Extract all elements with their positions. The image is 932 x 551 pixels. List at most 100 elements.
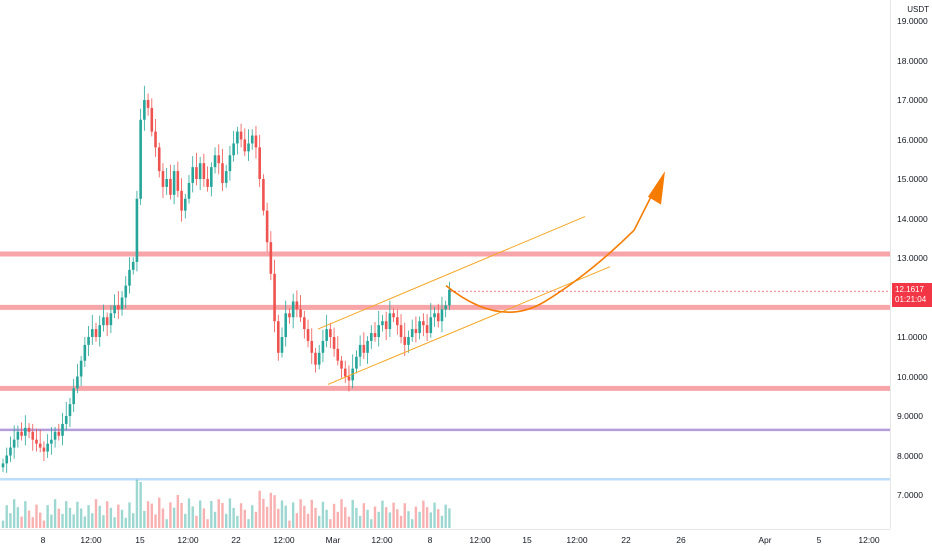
candle-body <box>299 309 302 318</box>
volume-bar <box>76 501 79 528</box>
time-tick: 12:00 <box>566 535 588 545</box>
candle-body <box>117 305 120 310</box>
volume-bar <box>444 504 447 528</box>
volume-bar <box>98 505 101 528</box>
time-tick: 8 <box>40 535 46 545</box>
candle-body <box>42 447 46 452</box>
candle-body <box>113 305 116 314</box>
volume-bar <box>358 515 362 528</box>
candle-body <box>50 439 53 444</box>
candle-body <box>172 171 176 195</box>
volume-bar <box>332 503 336 528</box>
volume-bar <box>280 500 284 528</box>
candle-body <box>176 171 180 191</box>
time-tick: 12:00 <box>273 535 295 545</box>
candle-body <box>46 443 49 452</box>
time-axis[interactable]: 8 12:00 15 12:00 22 12:00 Mar 12:00 8 12:00 15 12:0… <box>0 529 890 551</box>
candle-body <box>210 167 213 187</box>
candle-body <box>228 155 232 172</box>
price-tick: 18.0000 <box>897 55 928 66</box>
volume-bar <box>109 507 113 528</box>
volume-bar <box>221 503 224 528</box>
price-tick: 7.0000 <box>897 490 923 500</box>
volume-bar <box>72 514 75 528</box>
candle-body <box>232 143 235 156</box>
volume-bar <box>414 506 418 528</box>
candle-body <box>143 100 146 120</box>
volume-bar <box>57 508 60 528</box>
candle-body <box>392 313 395 318</box>
volume-bar <box>65 501 68 528</box>
volume-bar <box>247 519 250 528</box>
candle-body <box>422 321 425 326</box>
volume-bar <box>336 511 339 528</box>
volume-bar <box>239 503 243 528</box>
volume-bar <box>154 514 157 528</box>
candle-body <box>269 242 273 274</box>
volume-bar <box>310 499 313 528</box>
candle-body <box>425 325 429 334</box>
candle-body <box>448 289 451 306</box>
price-tick: 9.0000 <box>897 411 923 421</box>
volume-bar <box>139 482 142 528</box>
candle-body <box>284 313 288 337</box>
candle-body <box>329 329 332 337</box>
volume-bar <box>448 508 451 528</box>
candle-body <box>303 317 306 330</box>
volume-bar <box>288 520 291 528</box>
candle-body <box>206 179 209 187</box>
candle-body <box>183 198 187 211</box>
price-tick: 10.0000 <box>897 371 928 382</box>
volume-bar <box>5 505 8 528</box>
candle-body <box>273 273 276 322</box>
candle-body <box>161 171 165 187</box>
volume-bar <box>213 511 217 528</box>
volume-bar <box>407 511 410 528</box>
candle-body <box>79 360 83 377</box>
time-tick: 12:00 <box>858 535 880 545</box>
candle-body <box>217 155 221 164</box>
volume-bar <box>373 506 377 528</box>
candle-body <box>347 376 351 381</box>
candle-body <box>128 269 131 286</box>
volume-bar <box>347 516 351 528</box>
volume-bar <box>411 519 414 528</box>
volume-bar <box>228 498 232 528</box>
volume-bar <box>132 513 135 528</box>
volume-bar <box>299 499 302 528</box>
candle-body <box>83 344 87 361</box>
candle-body <box>377 325 381 337</box>
candle-body <box>165 179 168 187</box>
time-tick: 8 <box>427 535 433 545</box>
volume-bar <box>384 507 388 528</box>
volume-bar <box>79 508 83 528</box>
volume-bar <box>128 502 131 528</box>
candle-body <box>325 329 328 341</box>
volume-bar <box>68 507 72 528</box>
candle-body <box>150 107 154 132</box>
candle-body <box>169 179 172 195</box>
volume-bar <box>146 501 150 528</box>
candle-body <box>362 344 366 353</box>
candle-body <box>440 309 444 322</box>
volume-bar <box>429 512 432 528</box>
price-axis[interactable]: USDT 19.0000 18.0000 17.0000 16.0000 15.0000… <box>890 0 932 529</box>
volume-bar <box>61 513 64 528</box>
volume-bar <box>53 499 57 528</box>
time-tick: 15 <box>135 535 145 545</box>
volume-bar <box>117 504 120 528</box>
candle-body <box>105 317 109 326</box>
candle-body <box>180 190 183 211</box>
price-tick: 13.0000 <box>897 253 928 263</box>
chart-area[interactable] <box>0 0 890 529</box>
candle-body <box>239 131 243 140</box>
volume-bar <box>422 500 425 528</box>
candle-body <box>94 329 98 337</box>
candle-body <box>321 340 325 353</box>
volume-bar <box>50 514 53 528</box>
volume-bar <box>20 516 23 528</box>
candle-body <box>191 167 195 183</box>
volume-bar <box>366 509 369 528</box>
candle-body <box>288 313 291 318</box>
price-chart[interactable] <box>0 0 890 529</box>
